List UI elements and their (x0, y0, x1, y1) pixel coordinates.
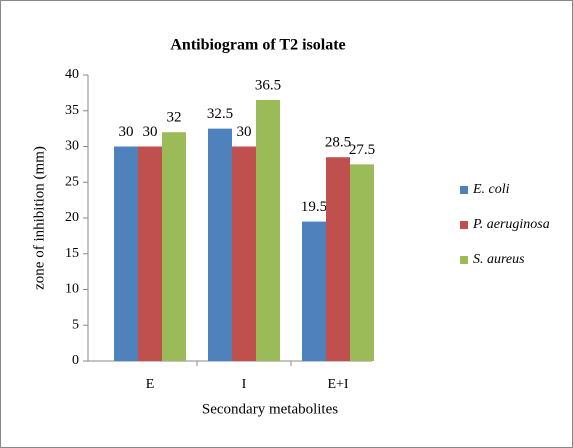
value-label: 30 (237, 124, 252, 140)
value-label: 32 (167, 110, 182, 126)
legend-swatch (460, 186, 468, 194)
bar (302, 221, 326, 361)
y-tick-label: 35 (65, 103, 79, 118)
y-tick-label: 30 (65, 139, 79, 154)
bar (208, 128, 232, 361)
bar (232, 146, 256, 361)
value-label: 27.5 (349, 142, 375, 158)
x-tick-label: E (146, 377, 155, 392)
chart-title: Antibiogram of T2 isolate (170, 37, 345, 54)
y-tick-label: 15 (65, 246, 79, 261)
value-label: 36.5 (255, 77, 281, 93)
x-axis-label: Secondary metabolites (202, 401, 338, 417)
bar (350, 164, 374, 361)
y-tick-label: 10 (65, 282, 79, 297)
bar (256, 100, 280, 362)
legend-label: E. coli (472, 182, 510, 197)
bar (326, 157, 350, 361)
value-label: 28.5 (325, 135, 351, 151)
y-tick-label: 40 (65, 67, 79, 82)
legend-label: S. aureus (473, 252, 525, 267)
value-label: 30 (119, 124, 134, 140)
y-tick-label: 5 (72, 317, 79, 332)
bar (162, 132, 186, 361)
legend-label: P. aeruginosa (472, 217, 550, 232)
legend-swatch (460, 221, 468, 229)
x-tick-label: I (242, 377, 247, 392)
legend-swatch (460, 256, 468, 264)
bar (114, 146, 138, 361)
value-label: 19.5 (301, 199, 327, 215)
value-label: 32.5 (207, 106, 233, 122)
y-tick-label: 0 (72, 353, 79, 368)
y-tick-label: 25 (65, 174, 79, 189)
y-tick-label: 20 (65, 210, 79, 225)
x-tick-label: E+I (327, 377, 348, 392)
value-label: 30 (143, 124, 158, 140)
y-axis-label: zone of inhibition (mm) (31, 146, 47, 290)
bar (138, 146, 162, 361)
